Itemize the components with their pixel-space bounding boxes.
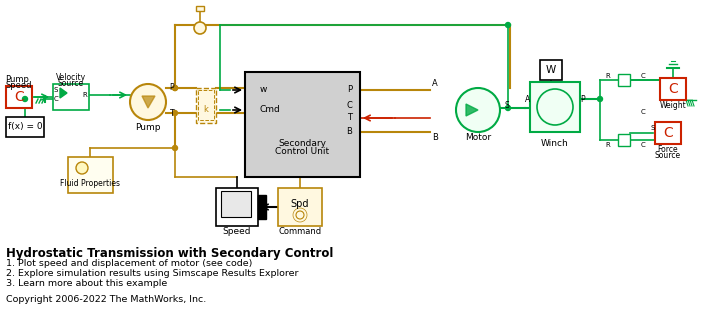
- Circle shape: [173, 86, 178, 90]
- Text: W: W: [546, 65, 556, 75]
- Polygon shape: [466, 104, 478, 116]
- Text: Source: Source: [58, 80, 84, 89]
- Text: R: R: [606, 142, 611, 148]
- Text: w: w: [260, 86, 268, 94]
- Circle shape: [173, 86, 178, 90]
- Text: B: B: [432, 133, 438, 141]
- Circle shape: [173, 111, 178, 115]
- Circle shape: [194, 22, 206, 34]
- Text: C: C: [640, 142, 645, 148]
- Text: C: C: [640, 109, 645, 115]
- Text: R: R: [606, 73, 611, 79]
- Text: Motor: Motor: [465, 134, 491, 142]
- Circle shape: [549, 106, 554, 111]
- Text: Command: Command: [278, 227, 322, 237]
- Text: Force: Force: [657, 144, 678, 154]
- Text: T: T: [347, 114, 352, 122]
- Text: 1. Plot speed and displacement of motor (see code): 1. Plot speed and displacement of motor …: [6, 259, 252, 268]
- Text: Pump: Pump: [5, 74, 29, 84]
- Circle shape: [76, 162, 88, 174]
- Text: 3. Learn more about this example: 3. Learn more about this example: [6, 279, 168, 288]
- Bar: [198, 90, 214, 120]
- Text: S: S: [505, 102, 509, 111]
- Text: S: S: [651, 125, 655, 131]
- Text: A: A: [525, 94, 530, 104]
- Text: C: C: [668, 82, 678, 96]
- Text: S: S: [54, 87, 58, 93]
- Text: P: P: [347, 86, 352, 94]
- Circle shape: [598, 96, 603, 102]
- Text: k: k: [204, 106, 209, 114]
- Bar: [618, 74, 630, 86]
- Text: P: P: [170, 84, 175, 92]
- Bar: [196, 88, 216, 123]
- Text: Secondary: Secondary: [278, 139, 326, 147]
- Bar: [530, 82, 580, 132]
- Text: R: R: [82, 92, 87, 98]
- Text: C: C: [54, 96, 58, 102]
- Bar: [618, 134, 630, 146]
- Text: Copyright 2006-2022 The MathWorks, Inc.: Copyright 2006-2022 The MathWorks, Inc.: [6, 295, 206, 304]
- Text: T: T: [170, 109, 175, 117]
- Circle shape: [506, 106, 510, 111]
- Bar: [540, 60, 562, 80]
- Bar: [68, 157, 113, 193]
- Text: C: C: [640, 73, 645, 79]
- Text: C: C: [663, 126, 673, 140]
- Text: Speed: Speed: [5, 81, 31, 89]
- Bar: [660, 78, 686, 100]
- Text: Spd: Spd: [291, 199, 310, 209]
- Bar: [6, 86, 32, 108]
- Circle shape: [173, 145, 178, 150]
- Text: Control Unit: Control Unit: [275, 146, 329, 156]
- Polygon shape: [142, 96, 155, 108]
- Polygon shape: [60, 88, 67, 98]
- Circle shape: [130, 84, 166, 120]
- Text: P: P: [581, 94, 585, 104]
- Text: f(x) = 0: f(x) = 0: [8, 122, 43, 132]
- Text: Speed: Speed: [223, 227, 251, 237]
- Text: Hydrostatic Transmission with Secondary Control: Hydrostatic Transmission with Secondary …: [6, 247, 334, 260]
- Text: C: C: [346, 100, 352, 110]
- Bar: [196, 6, 204, 11]
- Bar: [278, 188, 322, 226]
- Circle shape: [506, 22, 510, 28]
- Text: Cmd: Cmd: [260, 106, 280, 114]
- Bar: [221, 191, 251, 217]
- Text: Weight: Weight: [660, 102, 687, 111]
- Bar: [53, 84, 89, 110]
- Text: Winch: Winch: [541, 139, 569, 147]
- Bar: [216, 188, 258, 226]
- Text: Fluid Properties: Fluid Properties: [60, 179, 120, 188]
- Circle shape: [537, 89, 573, 125]
- Text: Source: Source: [655, 150, 681, 160]
- Text: A: A: [432, 80, 438, 89]
- Text: C: C: [14, 90, 24, 104]
- Text: Velocity: Velocity: [56, 73, 86, 83]
- Text: 2. Explore simulation results using Simscape Results Explorer: 2. Explore simulation results using Sims…: [6, 269, 298, 278]
- Circle shape: [23, 96, 28, 102]
- Bar: [6, 117, 44, 137]
- Bar: [655, 122, 681, 144]
- Bar: [258, 195, 266, 219]
- Circle shape: [456, 88, 500, 132]
- Text: Pump: Pump: [135, 123, 160, 133]
- Text: B: B: [346, 128, 352, 137]
- Bar: [245, 72, 360, 177]
